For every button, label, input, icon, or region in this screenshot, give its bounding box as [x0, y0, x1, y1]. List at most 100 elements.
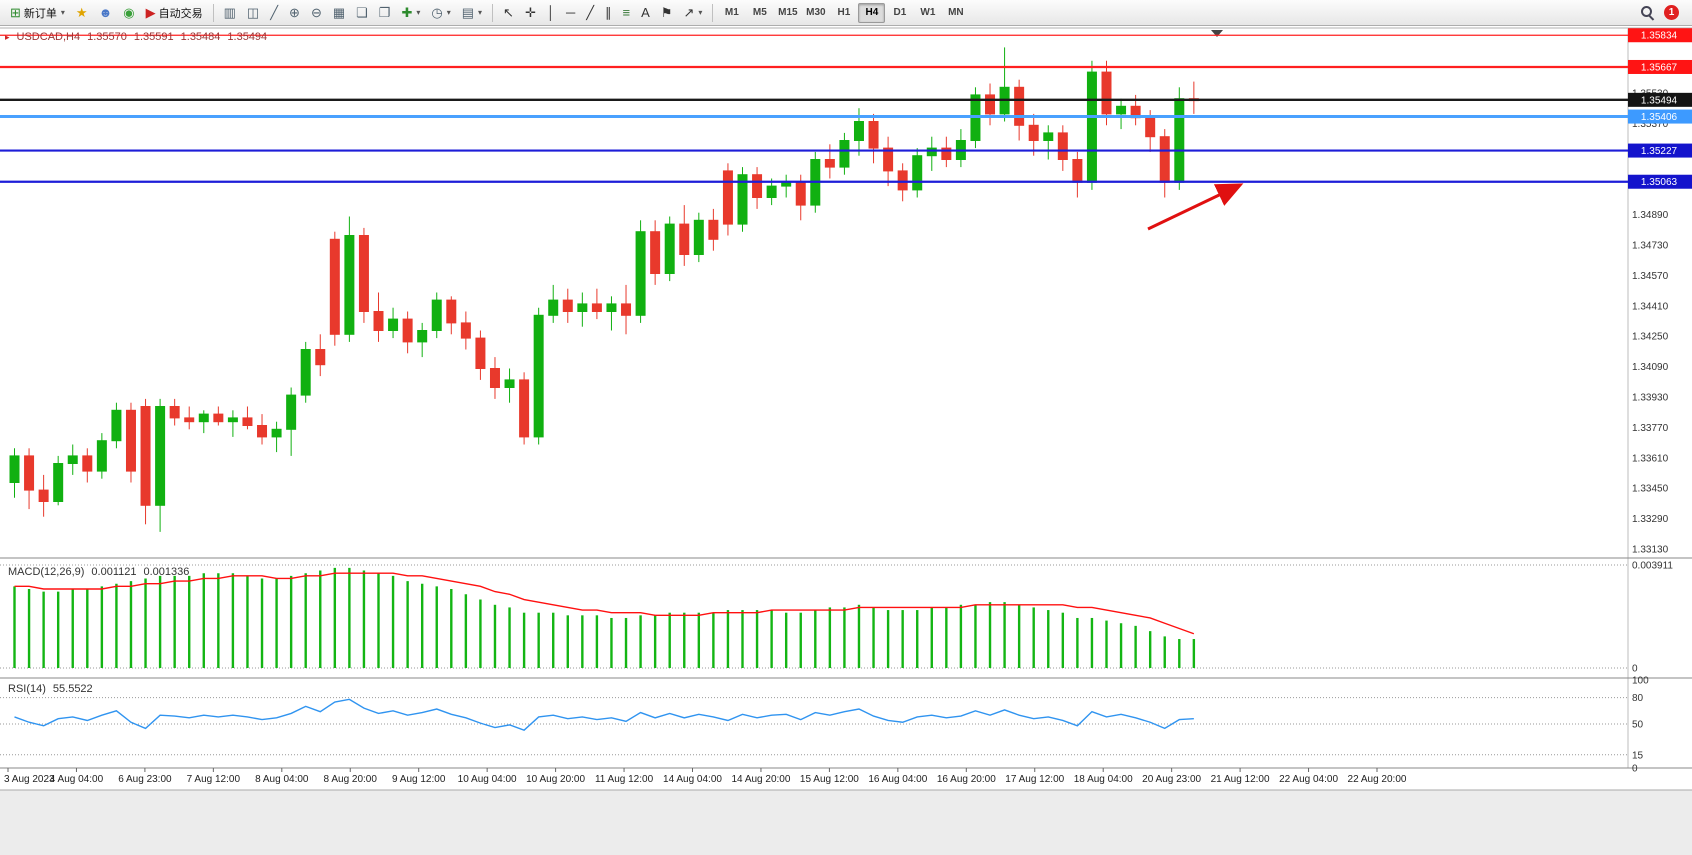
time-label[interactable]: 14 Aug 20:00 — [731, 774, 790, 785]
profile-button[interactable]: ☻ — [94, 2, 118, 24]
trend-arrow[interactable] — [1147, 183, 1244, 231]
arrows-button[interactable]: ↗ ▾ — [678, 2, 707, 24]
zoom-in-button[interactable]: ⊕ — [284, 2, 305, 24]
zoom-out-button[interactable]: ⊖ — [306, 2, 327, 24]
time-label[interactable]: 8 Aug 20:00 — [324, 774, 378, 785]
time-label[interactable]: 9 Aug 12:00 — [392, 774, 446, 785]
timeframe-h1-button[interactable]: H1 — [830, 3, 857, 23]
price-tick-label: 1.33130 — [1632, 545, 1669, 556]
autotrading-button[interactable]: ▶ 自动交易 — [141, 2, 208, 24]
macd-signal-value: 0.001336 — [143, 566, 190, 578]
line-chart-button[interactable]: ╱ — [265, 2, 283, 24]
time-label[interactable]: 7 Aug 12:00 — [187, 774, 241, 785]
timeframe-h4-button[interactable]: H4 — [858, 2, 886, 23]
line-chart-icon: ╱ — [270, 5, 279, 20]
notification-badge[interactable]: 1 — [1664, 5, 1679, 20]
toolbar-separator — [492, 3, 494, 22]
vertical-line-button[interactable]: │ — [542, 2, 560, 24]
timeframe-m30-button[interactable]: M30 — [802, 3, 829, 23]
candle-body — [985, 94, 996, 115]
time-label[interactable]: 22 Aug 20:00 — [1348, 774, 1407, 785]
autotrading-button-label: 自动交易 — [158, 7, 203, 20]
one-click-trading-icon[interactable]: ▸ — [5, 31, 10, 42]
time-label[interactable]: 14 Aug 04:00 — [663, 774, 722, 785]
text-button[interactable]: A — [636, 2, 655, 24]
candle-body — [737, 174, 748, 225]
timeframe-w1-button[interactable]: W1 — [914, 3, 941, 23]
community-button[interactable]: ◉ — [118, 2, 139, 24]
timeframe-m5-button[interactable]: M5 — [746, 3, 773, 23]
periods-icon: ◷ — [431, 5, 443, 20]
candle-body — [635, 231, 646, 316]
templates-icon: ▤ — [461, 5, 475, 20]
candle-body — [446, 299, 457, 324]
candle-body — [912, 155, 923, 191]
text-label-button[interactable]: ⚑ — [656, 2, 678, 24]
time-label[interactable]: 20 Aug 23:00 — [1142, 774, 1201, 785]
macd-title: MACD(12,26,9) — [8, 566, 85, 578]
crosshair-button[interactable]: ✛ — [520, 2, 541, 24]
zoom-in-icon: ⊕ — [289, 5, 300, 20]
price-chart[interactable]: 1.355301.353701.352101.350501.348901.347… — [0, 26, 1692, 855]
periods-button[interactable]: ◷ ▾ — [426, 2, 455, 24]
time-label[interactable]: 10 Aug 04:00 — [458, 774, 517, 785]
equidistant-channel-button[interactable]: ∥ — [600, 2, 617, 24]
candle-body — [315, 349, 326, 366]
candle-body — [1159, 136, 1170, 183]
time-label[interactable]: 17 Aug 12:00 — [1005, 774, 1064, 785]
candlestick-chart-button[interactable]: ◫ — [242, 2, 264, 24]
search-icon[interactable] — [1640, 5, 1655, 20]
chart-wizard-button[interactable]: ★ — [71, 2, 93, 24]
time-label[interactable]: 16 Aug 04:00 — [868, 774, 927, 785]
time-label[interactable]: 3 Aug 2023 — [4, 774, 55, 785]
trendline-button[interactable]: ╱ — [581, 2, 599, 24]
price-badge — [1628, 109, 1692, 124]
tile-windows-button[interactable]: ▦ — [328, 2, 350, 24]
new-order-button[interactable]: ⊞ 新订单 ▾ — [5, 2, 70, 24]
candle-body — [1057, 132, 1068, 161]
time-label[interactable]: 15 Aug 12:00 — [800, 774, 859, 785]
time-label[interactable]: 11 Aug 12:00 — [595, 774, 654, 785]
timeframe-m1-button[interactable]: M1 — [718, 3, 745, 23]
candle-body — [752, 174, 763, 198]
time-label[interactable]: 6 Aug 23:00 — [118, 774, 172, 785]
candle-body — [548, 299, 559, 316]
candle-body — [475, 337, 486, 370]
candle-body — [722, 170, 733, 225]
chart-header: ▸ USDCAD,H4 1.35570 1.35591 1.35484 1.35… — [5, 31, 267, 43]
horizontal-line-button[interactable]: ─ — [561, 2, 580, 24]
indicators-icon: ✚ — [401, 5, 413, 20]
price-badge-label: 1.35494 — [1641, 95, 1678, 106]
candle-body — [213, 413, 224, 423]
candle-body — [388, 318, 399, 332]
ohlc-close: 1.35494 — [227, 31, 268, 43]
time-label[interactable]: 18 Aug 04:00 — [1074, 774, 1133, 785]
candle-body — [766, 185, 777, 199]
cascade-windows-button[interactable]: ❏ — [351, 2, 373, 24]
cursor-button[interactable]: ↖ — [498, 2, 519, 24]
time-label[interactable]: 8 Aug 04:00 — [255, 774, 309, 785]
templates-button[interactable]: ▤ ▾ — [457, 2, 487, 24]
time-label[interactable]: 22 Aug 04:00 — [1279, 774, 1338, 785]
timeframe-m15-button[interactable]: M15 — [774, 3, 801, 23]
candle-body — [577, 303, 588, 312]
candle-body — [111, 409, 122, 442]
candle-body — [781, 181, 792, 187]
fibonacci-button[interactable]: ≡ — [618, 2, 636, 24]
candle-body — [140, 406, 151, 506]
time-label[interactable]: 4 Aug 04:00 — [50, 774, 104, 785]
candlestick-chart-icon: ◫ — [246, 5, 260, 20]
candle-body — [460, 322, 471, 339]
timeframe-mn-button[interactable]: MN — [942, 3, 969, 23]
indicators-button[interactable]: ✚ ▾ — [396, 2, 425, 24]
time-label[interactable]: 21 Aug 12:00 — [1211, 774, 1270, 785]
bar-chart-button[interactable]: ▥ — [219, 2, 241, 24]
time-label[interactable]: 10 Aug 20:00 — [526, 774, 585, 785]
horizontal-line-icon: ─ — [565, 5, 576, 20]
rsi-axis-label: 100 — [1632, 676, 1649, 687]
timeframe-d1-button[interactable]: D1 — [886, 3, 913, 23]
arrange-windows-button[interactable]: ❐ — [374, 2, 396, 24]
time-label[interactable]: 16 Aug 20:00 — [937, 774, 996, 785]
new-order-icon: ⊞ — [10, 5, 21, 20]
price-tick-label: 1.33290 — [1632, 514, 1669, 525]
